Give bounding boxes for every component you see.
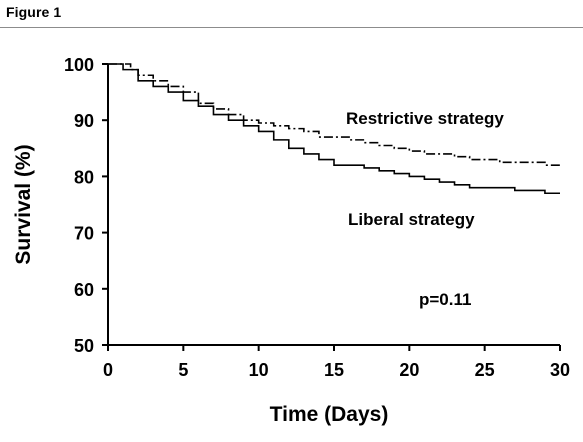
y-axis-title: Survival (%) <box>12 144 35 264</box>
series-label-liberal: Liberal strategy <box>348 210 475 229</box>
y-tick-label: 90 <box>74 111 94 131</box>
figure-label: Figure 1 <box>6 4 62 20</box>
x-tick-label: 25 <box>475 360 495 380</box>
y-tick-label: 60 <box>74 280 94 300</box>
x-tick-label: 0 <box>103 360 113 380</box>
y-tick-label: 50 <box>74 336 94 356</box>
figure-divider <box>0 27 583 28</box>
series-line-restrictive <box>108 63 560 166</box>
series-labels: Restrictive strategy Liberal strategy <box>346 109 504 229</box>
series-lines <box>108 63 560 195</box>
x-tick-label: 30 <box>550 360 570 380</box>
x-axis-title: Time (Days) <box>270 403 389 426</box>
x-axis-ticks: 0 5 10 15 20 25 30 <box>103 345 570 380</box>
x-tick-label: 5 <box>178 360 188 380</box>
x-tick-label: 15 <box>324 360 344 380</box>
y-tick-label: 80 <box>74 167 94 187</box>
x-tick-label: 20 <box>399 360 419 380</box>
y-tick-label: 70 <box>74 224 94 244</box>
y-tick-label: 100 <box>64 55 94 75</box>
plot-area: 50 60 70 80 90 100 0 5 10 15 20 25 30 Restrictive s… <box>64 55 570 380</box>
series-label-restrictive: Restrictive strategy <box>346 109 504 128</box>
y-axis-ticks: 50 60 70 80 90 100 <box>64 55 108 356</box>
x-tick-label: 10 <box>249 360 269 380</box>
annotations: p=0.11 <box>419 290 471 309</box>
p-value-annotation: p=0.11 <box>419 290 471 309</box>
series-line-liberal <box>108 63 560 195</box>
